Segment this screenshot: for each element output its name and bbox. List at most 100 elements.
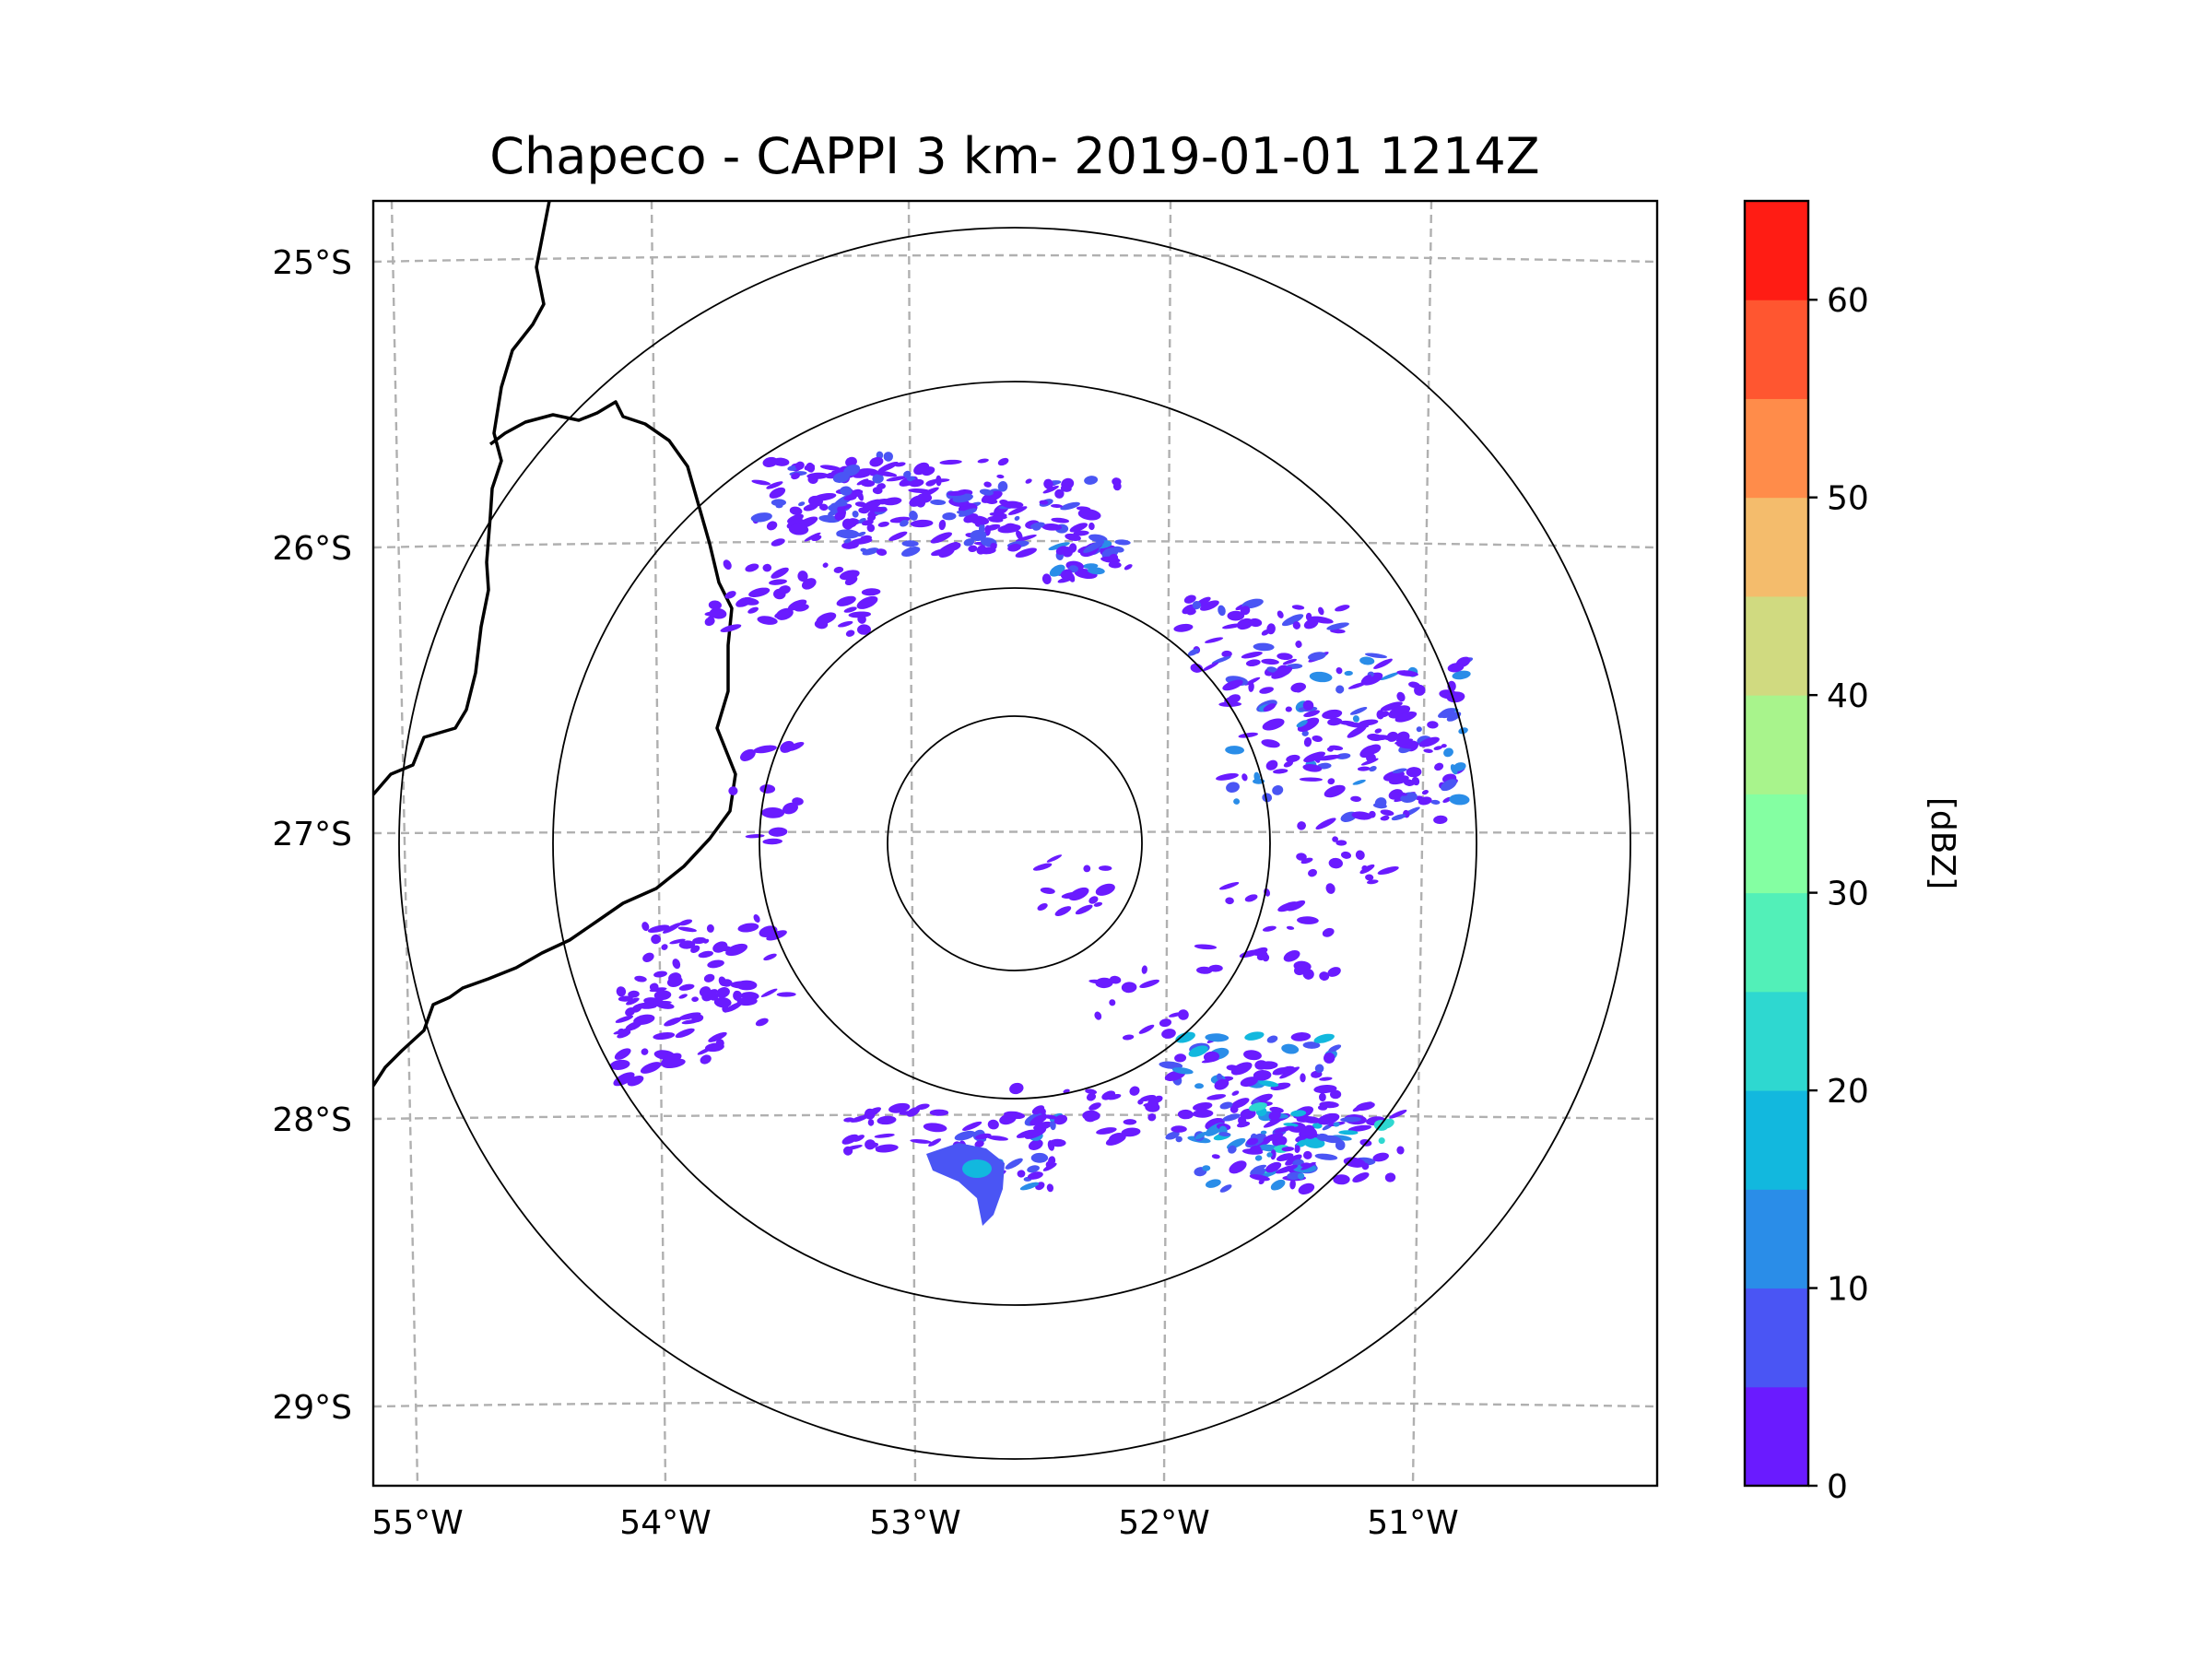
echo-cell	[1233, 798, 1241, 805]
range-ring-3	[552, 381, 1477, 1306]
echo-cell	[1365, 874, 1374, 881]
echo-cell	[697, 1047, 712, 1055]
echo-cell	[625, 1021, 642, 1031]
echo-cell	[614, 1048, 631, 1060]
echo-cell	[1051, 517, 1070, 524]
echo-cell	[1296, 1139, 1308, 1147]
colorbar-tick-label-0: 0	[1827, 1468, 1848, 1506]
echo-cell	[899, 519, 909, 527]
echo-cell	[1364, 653, 1388, 659]
echo-cell	[1259, 687, 1274, 694]
echo-cell	[771, 538, 785, 547]
echo-cell	[1303, 710, 1320, 718]
echo-cell	[1222, 679, 1243, 691]
echo-cell	[763, 953, 777, 961]
echo-cell	[748, 587, 771, 598]
echo-cell	[1350, 795, 1361, 803]
echo-cell	[906, 1107, 920, 1117]
echo-cell	[959, 508, 977, 517]
echo-cell	[774, 610, 790, 618]
echo-cell	[930, 532, 952, 544]
echo-cell	[1060, 485, 1072, 492]
echo-cell	[1262, 718, 1285, 731]
echo-cell	[1225, 746, 1244, 755]
echo-cell	[961, 1121, 982, 1131]
echo-cell	[875, 474, 882, 484]
echo-cell	[1005, 1158, 1023, 1170]
echo-cell	[1129, 1086, 1140, 1096]
range-ring-1	[887, 715, 1143, 971]
echo-cell	[772, 457, 790, 466]
echo-cell	[1205, 1033, 1230, 1042]
echo-cell	[846, 489, 864, 500]
colorbar-tick-label-6: 60	[1827, 282, 1869, 320]
echo-cell	[1313, 1033, 1335, 1043]
echo-cell	[1050, 1119, 1056, 1131]
echo-cell	[1121, 982, 1137, 994]
echo-cell	[883, 452, 893, 462]
echo-cell	[1253, 771, 1261, 782]
echo-cell	[970, 529, 987, 542]
echo-cell	[1377, 865, 1399, 876]
echo-cell	[1263, 1117, 1283, 1128]
echo-cell	[1328, 857, 1343, 869]
latitude-labels: 25°S 26°S 27°S 28°S 29°S	[272, 244, 352, 1427]
echo-cell	[856, 595, 878, 609]
echo-cell	[766, 481, 783, 489]
echo-cell	[845, 456, 857, 467]
echo-cell	[1178, 1009, 1189, 1020]
echo-cell	[1441, 779, 1457, 792]
echo-cell	[1416, 726, 1422, 733]
colorbar-band-0	[1745, 1386, 1808, 1487]
echo-cell	[1082, 1110, 1100, 1122]
echo-cell	[1265, 759, 1278, 771]
echo-cell	[1009, 1082, 1024, 1095]
echo-cell	[975, 1133, 992, 1140]
echo-cell	[1318, 606, 1324, 616]
echo-cell	[901, 540, 919, 547]
echo-cell	[1368, 810, 1376, 818]
echo-cell	[1394, 738, 1413, 745]
colorbar-band-7	[1745, 695, 1808, 794]
echo-cell	[778, 585, 791, 594]
echo-cell	[678, 940, 696, 949]
echo-cell	[1248, 947, 1263, 956]
echo-cell	[1418, 796, 1432, 806]
echo-cell	[1168, 1012, 1182, 1018]
echo-cell	[1380, 672, 1400, 680]
colorbar-band-6	[1745, 794, 1808, 894]
echo-cell	[1297, 717, 1320, 733]
echo-cell	[1257, 1061, 1278, 1070]
echo-cell	[1308, 652, 1326, 661]
echo-cell	[1343, 1157, 1366, 1168]
echo-cell	[1173, 623, 1194, 632]
echo-cell	[1300, 1162, 1311, 1168]
echo-cell	[997, 457, 1009, 466]
echo-cell	[703, 938, 710, 944]
echo-cell	[1367, 879, 1379, 885]
echo-cell	[1441, 744, 1447, 748]
echo-cell	[1244, 894, 1258, 902]
echo-cell	[1272, 785, 1284, 795]
echo-cell	[1258, 1179, 1265, 1184]
echo-cell	[1028, 1139, 1043, 1150]
echo-cell	[1396, 670, 1418, 677]
echo-cell	[1019, 1182, 1040, 1191]
echo-cell	[954, 1130, 976, 1141]
echo-cell	[762, 563, 772, 572]
echo-cell	[1249, 1145, 1262, 1155]
echo-cell	[1124, 564, 1133, 571]
echo-cell	[1361, 865, 1368, 871]
echo-cell	[1086, 1092, 1097, 1101]
echo-cell	[1302, 764, 1323, 772]
echo-cell	[1240, 606, 1251, 616]
echo-cell	[1313, 752, 1321, 763]
echo-cell	[664, 1017, 682, 1027]
echo-cell	[737, 923, 759, 933]
echo-cell	[1352, 1172, 1370, 1182]
echo-cell	[1443, 747, 1453, 758]
echo-cell	[755, 1018, 769, 1027]
echo-cell	[1384, 1172, 1396, 1182]
echo-cell	[922, 466, 935, 477]
echo-cell	[836, 529, 848, 537]
